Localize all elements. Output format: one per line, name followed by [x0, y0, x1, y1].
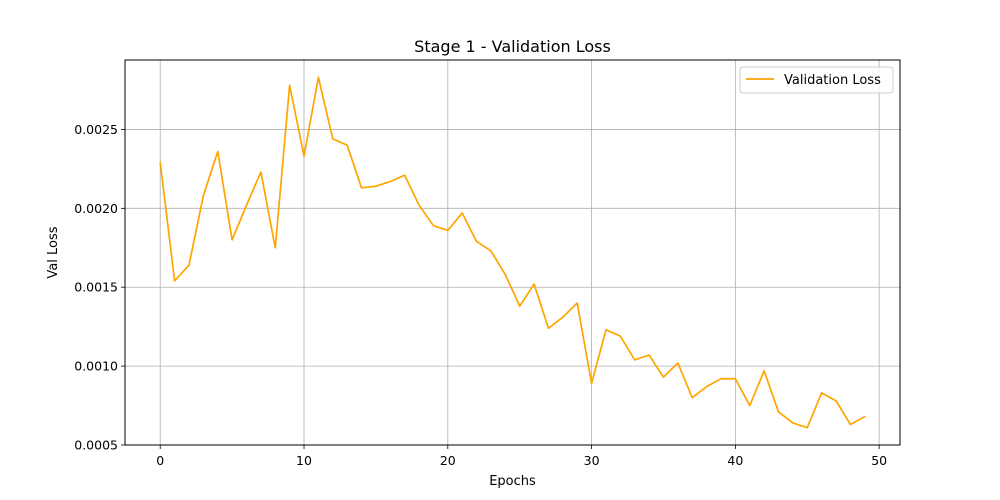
chart-title: Stage 1 - Validation Loss — [414, 37, 611, 56]
x-tick-label: 50 — [871, 453, 887, 468]
y-axis-label: Val Loss — [46, 226, 61, 278]
x-tick-label: 20 — [440, 453, 456, 468]
x-tick-label: 0 — [156, 453, 164, 468]
legend-label: Validation Loss — [784, 73, 881, 88]
legend-box — [739, 66, 894, 94]
x-axis-label: Epochs — [489, 474, 536, 489]
y-tick-label: 0.0025 — [74, 122, 118, 137]
series-layer — [159, 76, 866, 429]
y-tick-label: 0.0010 — [74, 359, 118, 374]
series-line-validation-loss — [159, 76, 866, 429]
x-tick-label: 40 — [727, 453, 743, 468]
y-tick-label: 0.0015 — [74, 280, 118, 295]
x-tick-label: 30 — [584, 453, 600, 468]
x-tick-label: 10 — [296, 453, 312, 468]
legend: Validation Loss — [739, 66, 894, 94]
ticks-layer: 0 10 20 30 40 50 0.0005 0.0010 0.0015 0.0020 0.002… — [74, 122, 887, 468]
y-tick-label: 0.0020 — [74, 201, 118, 216]
y-tick-label: 0.0005 — [74, 438, 118, 453]
plot-frame — [124, 59, 901, 446]
